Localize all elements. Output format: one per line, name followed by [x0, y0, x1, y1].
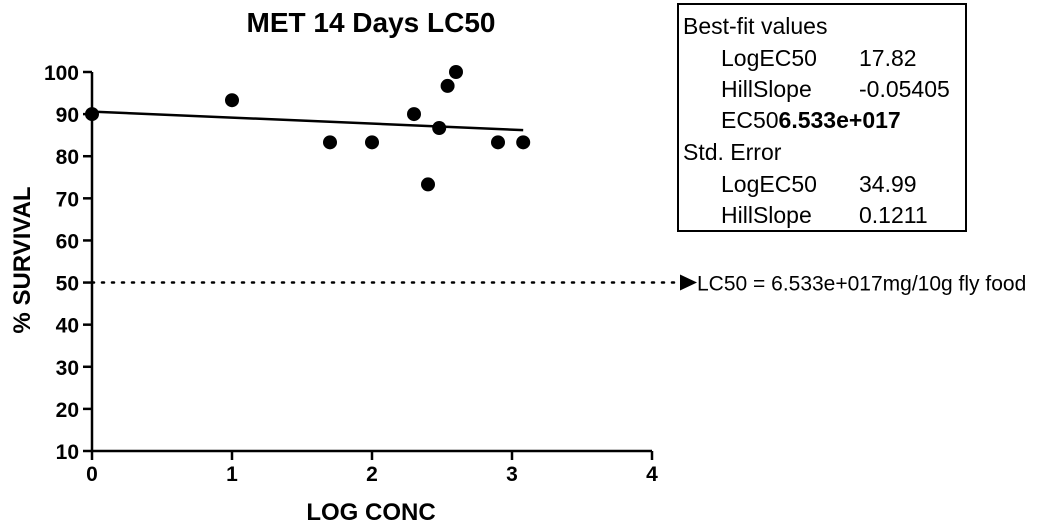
ec50-value: 6.533e+017 — [778, 107, 901, 133]
y-tick-label: 20 — [56, 399, 79, 422]
y-tick-label: 10 — [56, 441, 79, 464]
lc50-annotation: LC50 = 6.533e+017mg/10g fly food — [697, 273, 1026, 296]
best-fit-heading: Best-fit values — [683, 13, 828, 39]
x-tick-label: 4 — [646, 463, 658, 486]
y-tick-label: 30 — [56, 357, 79, 380]
ec50-line: EC506.533e+017 — [721, 105, 901, 137]
best-fit-stats-box: Best-fit values LogEC50 17.82 HillSlope … — [677, 3, 967, 232]
x-axis-label: LOG CONC — [306, 499, 435, 525]
data-point — [225, 93, 239, 108]
y-tick-label: 90 — [56, 104, 79, 127]
x-tick-label: 1 — [226, 463, 238, 486]
data-point — [440, 78, 455, 93]
x-tick-label: 3 — [506, 463, 518, 486]
y-tick-label: 40 — [56, 315, 79, 338]
x-tick-label: 0 — [86, 463, 98, 486]
x-tick-label: 2 — [366, 463, 378, 486]
data-point — [85, 107, 99, 122]
data-point — [432, 121, 447, 136]
y-axis-label: % SURVIVAL — [9, 186, 36, 333]
data-point — [516, 135, 531, 150]
stats-label: LogEC50 — [721, 171, 817, 197]
data-point — [491, 135, 505, 150]
stats-label: LogEC50 — [721, 45, 817, 71]
stats-value: 17.82 — [859, 45, 917, 71]
data-point — [323, 135, 337, 150]
stats-value: 0.1211 — [859, 202, 928, 228]
data-point — [421, 177, 435, 192]
y-tick-label: 70 — [56, 188, 79, 211]
plot-area: 10 20 30 40 50 60 70 80 90 100 0 1 2 3 4 LC50 = 6.533e+… — [44, 62, 1026, 486]
data-point — [365, 135, 379, 150]
stats-value: -0.05405 — [859, 76, 950, 102]
y-tick-label: 100 — [44, 62, 79, 85]
reference-arrowhead — [680, 274, 697, 291]
stats-label: HillSlope — [721, 76, 812, 102]
ec50-label: EC50 — [721, 107, 779, 133]
fit-curve-line — [91, 110, 524, 132]
data-point — [407, 107, 421, 122]
y-tick-label: 80 — [56, 146, 79, 169]
data-point — [449, 65, 463, 79]
stats-label: HillSlope — [721, 202, 812, 228]
std-error-heading: Std. Error — [683, 139, 782, 165]
y-tick-label: 60 — [56, 230, 79, 253]
y-tick-label: 50 — [56, 273, 79, 296]
chart-title: MET 14 Days LC50 — [247, 7, 496, 38]
stats-value: 34.99 — [859, 171, 917, 197]
